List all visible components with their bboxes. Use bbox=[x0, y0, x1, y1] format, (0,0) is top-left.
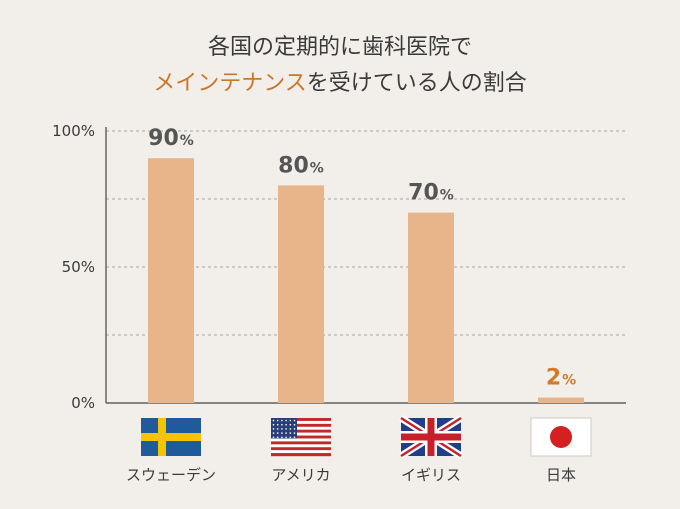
value-label: 90% bbox=[148, 126, 194, 151]
title-line1: 各国の定期的に歯科医院で bbox=[207, 35, 472, 60]
uk-flag-icon bbox=[399, 415, 463, 459]
title-accent: メインテナンス bbox=[153, 71, 307, 96]
value-label: 2% bbox=[546, 366, 576, 391]
bar bbox=[278, 185, 324, 403]
category-labels: スウェーデン アメリカ イギリス 日本 bbox=[126, 466, 576, 484]
flags bbox=[141, 415, 592, 459]
chart-title: 各国の定期的に歯科医院で メインテナンスを受けている人の割合 bbox=[0, 30, 680, 102]
title-rest: を受けている人の割合 bbox=[306, 71, 527, 96]
value-label: 70% bbox=[408, 181, 454, 206]
category-label: アメリカ bbox=[271, 466, 330, 484]
y-tick-label: 100% bbox=[52, 122, 95, 140]
sweden-flag-icon bbox=[141, 418, 201, 456]
category-label: イギリス bbox=[401, 466, 461, 484]
y-tick-label: 50% bbox=[62, 258, 95, 276]
y-tick-labels: 0% 50% 100% bbox=[52, 122, 95, 412]
bar bbox=[408, 212, 454, 403]
usa-flag-icon bbox=[271, 418, 331, 457]
category-label: 日本 bbox=[546, 466, 576, 484]
title-line2: メインテナンスを受けている人の割合 bbox=[0, 66, 680, 102]
bars bbox=[148, 158, 584, 403]
value-label: 80% bbox=[278, 153, 324, 178]
value-labels: 90% 80% 70% 2% bbox=[148, 126, 576, 390]
bar bbox=[148, 158, 194, 403]
bar bbox=[538, 397, 584, 403]
category-label: スウェーデン bbox=[126, 466, 216, 484]
japan-flag-icon bbox=[530, 417, 592, 457]
y-tick-label: 0% bbox=[71, 394, 95, 412]
